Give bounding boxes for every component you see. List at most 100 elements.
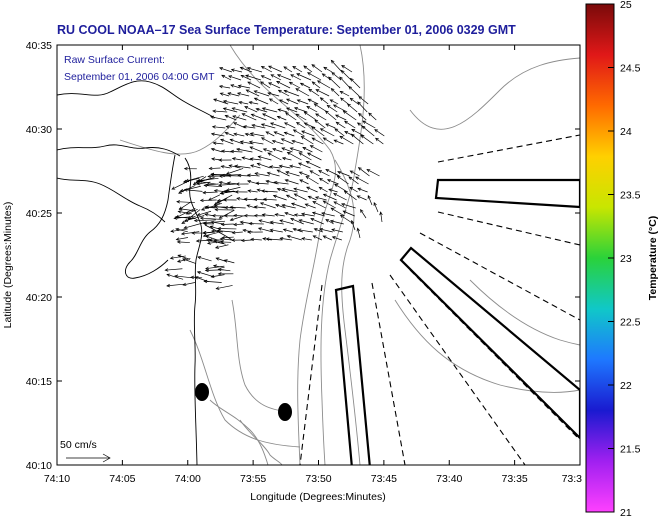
current-vector [309, 170, 320, 177]
current-vector [362, 120, 376, 129]
x-tick-label: 73:35 [501, 473, 527, 485]
current-vector [196, 181, 211, 186]
current-vector [322, 235, 332, 241]
current-vector [247, 230, 263, 234]
current-vector [228, 75, 242, 81]
current-vector [249, 132, 265, 137]
current-vector [259, 202, 276, 209]
current-vector [284, 212, 295, 217]
current-vector [281, 156, 292, 161]
current-vector [357, 101, 368, 113]
map-title: RU COOL NOAA–17 Sea Surface Temperature:… [57, 23, 516, 37]
y-tick-label: 40:20 [26, 292, 52, 304]
y-tick-label: 40:25 [26, 208, 52, 220]
current-vector [328, 76, 341, 89]
current-vector [322, 200, 336, 209]
current-vector [222, 107, 238, 113]
current-vector [248, 221, 264, 226]
current-vector [256, 162, 271, 169]
current-vector [357, 187, 368, 193]
current-vector [288, 81, 301, 89]
current-vector [374, 129, 385, 137]
current-vector [315, 89, 330, 97]
current-vector [326, 179, 339, 185]
x-tick-label: 73:3 [562, 473, 583, 485]
current-vector [241, 156, 252, 161]
current-vector [349, 170, 360, 177]
current-vector [218, 209, 235, 219]
current-vector [292, 66, 303, 73]
bathymetry-contours [119, 45, 580, 465]
current-vector [228, 164, 241, 169]
current-vector [296, 99, 309, 105]
current-vector [224, 131, 235, 137]
current-vector [326, 104, 338, 113]
current-vector [315, 113, 327, 121]
current-vector [276, 74, 292, 81]
colorbar-tick-label: 23 [620, 253, 632, 265]
current-vector [322, 137, 334, 145]
current-vector [231, 157, 242, 161]
colorbar-tick-label: 23.5 [620, 190, 641, 202]
current-vector [169, 255, 186, 260]
current-vector [272, 194, 287, 201]
current-vector [314, 196, 327, 201]
current-vector [316, 80, 331, 89]
current-vector [174, 274, 192, 279]
current-vector [339, 90, 350, 97]
current-vector [330, 207, 345, 217]
current-vector [183, 188, 203, 192]
current-vector [233, 132, 245, 137]
current-vector [249, 157, 262, 161]
current-vector [305, 161, 321, 169]
disposal-zone-east [399, 246, 580, 440]
current-vector [333, 201, 346, 209]
current-vector [274, 213, 285, 217]
current-vector [225, 125, 236, 129]
current-vector [260, 189, 278, 193]
current-vector [350, 219, 356, 231]
current-vector [299, 179, 309, 185]
current-vector [254, 172, 270, 177]
current-vector [266, 171, 280, 177]
current-vector [213, 240, 226, 245]
current-vector [170, 228, 188, 233]
current-vector [272, 148, 283, 153]
current-vector [245, 74, 262, 81]
current-vector [276, 187, 288, 193]
current-vector [233, 122, 246, 129]
current-vector [341, 65, 353, 73]
current-vector [233, 222, 244, 227]
current-vector [291, 139, 304, 145]
scale-label: 50 cm/s [60, 439, 97, 451]
current-vector [269, 122, 286, 129]
current-vector [182, 282, 196, 287]
current-vector [289, 164, 301, 169]
current-vector [215, 257, 227, 262]
current-vector [220, 149, 233, 153]
current-vector [284, 179, 299, 185]
current-vector [267, 92, 280, 97]
current-vector [253, 97, 269, 105]
temperature-colorbar: 25 24.5 24 23.5 23 22.5 22 21.5 21 Temperature (… [585, 0, 659, 518]
current-vector [281, 203, 296, 209]
current-vector [255, 107, 268, 113]
current-vector [311, 126, 325, 137]
current-vector [356, 227, 361, 239]
current-vector [297, 228, 313, 233]
current-vector [333, 193, 347, 201]
current-vector [341, 202, 356, 209]
current-vector [283, 66, 293, 73]
current-vector [318, 177, 329, 185]
current-vector [245, 89, 260, 97]
current-vector [350, 133, 364, 145]
current-vector [278, 164, 291, 169]
current-vector [335, 114, 347, 121]
current-vector [230, 84, 241, 89]
current-vector [230, 68, 243, 73]
current-vector [212, 141, 224, 145]
current-vector [366, 169, 380, 177]
current-vector [225, 186, 241, 192]
current-vector [285, 107, 298, 113]
